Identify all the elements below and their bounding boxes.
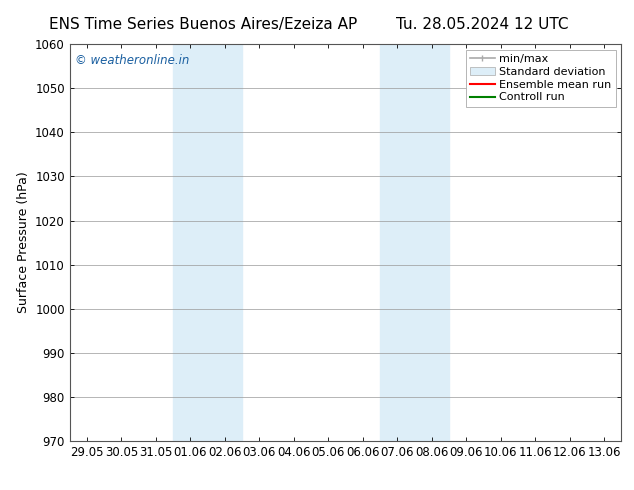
Text: Tu. 28.05.2024 12 UTC: Tu. 28.05.2024 12 UTC [396,17,568,32]
Text: ENS Time Series Buenos Aires/Ezeiza AP: ENS Time Series Buenos Aires/Ezeiza AP [49,17,357,32]
Text: © weatheronline.in: © weatheronline.in [75,54,190,67]
Bar [380,44,449,441]
Y-axis label: Surface Pressure (hPa): Surface Pressure (hPa) [16,172,30,314]
Bar [173,44,242,441]
Legend: min/max, Standard deviation, Ensemble mean run, Controll run: min/max, Standard deviation, Ensemble me… [466,49,616,107]
